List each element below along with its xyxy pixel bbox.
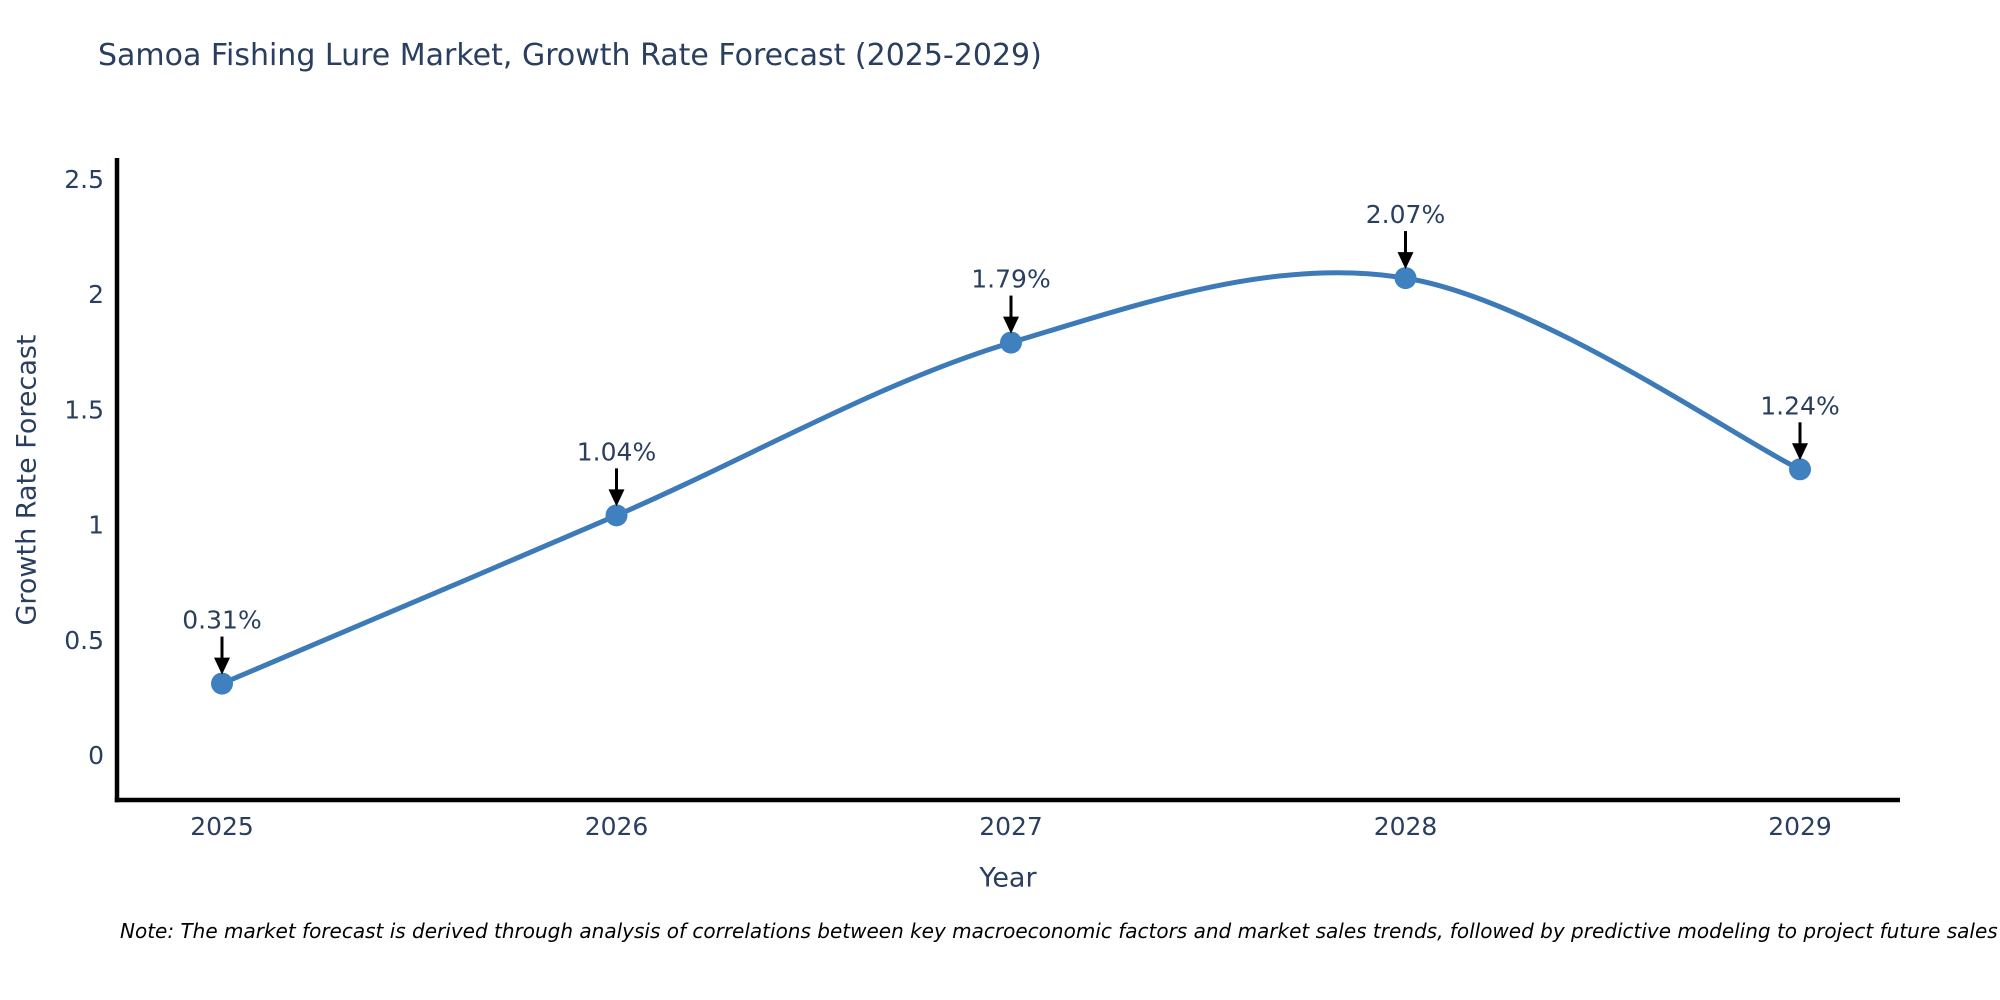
x-tick-label: 2026 bbox=[585, 812, 649, 841]
tick-labels-group: 0 0.5 1 1.5 2 2.5 2025 2026 2027 2028 2029 bbox=[64, 165, 1832, 841]
data-point-marker bbox=[1394, 267, 1417, 290]
y-tick-label: 0 bbox=[88, 741, 104, 770]
annotation-label: 1.24% bbox=[1760, 391, 1839, 420]
data-point-marker bbox=[605, 504, 628, 527]
x-axis-title: Year bbox=[979, 862, 1037, 894]
x-tick-label: 2027 bbox=[979, 812, 1043, 841]
data-point-marker bbox=[211, 672, 233, 695]
x-tick-label: 2025 bbox=[190, 812, 254, 841]
footnote-text: Note: The market forecast is derived thr… bbox=[120, 919, 1998, 943]
annotation-label: 0.31% bbox=[182, 606, 261, 635]
annotation-arrowhead bbox=[1003, 316, 1019, 334]
annotation-label: 2.07% bbox=[1366, 200, 1445, 229]
chart-title: Samoa Fishing Lure Market, Growth Rate F… bbox=[98, 38, 1042, 73]
annotation-arrowhead bbox=[608, 489, 625, 507]
axes-group bbox=[114, 158, 1900, 803]
y-tick-label: 0.5 bbox=[64, 626, 104, 655]
data-point-group bbox=[211, 267, 1811, 695]
y-tick-label: 2.5 bbox=[64, 165, 104, 194]
annotations-group: 0.31% 1.04% 1.79% 2.07% 1.24% bbox=[182, 200, 1840, 675]
annotation-arrowhead bbox=[214, 657, 230, 675]
annotation-label: 1.79% bbox=[971, 265, 1050, 294]
data-point-marker bbox=[1000, 331, 1022, 354]
annotation-arrowhead bbox=[1792, 443, 1808, 461]
y-tick-label: 2 bbox=[88, 280, 104, 309]
annotation-label: 1.04% bbox=[577, 437, 656, 466]
annotation-arrowhead bbox=[1397, 252, 1414, 270]
y-tick-label: 1.5 bbox=[64, 395, 104, 424]
x-tick-label: 2028 bbox=[1374, 812, 1438, 841]
x-tick-label: 2029 bbox=[1768, 812, 1832, 841]
data-point-marker bbox=[1789, 458, 1811, 481]
y-tick-label: 1 bbox=[88, 511, 104, 540]
